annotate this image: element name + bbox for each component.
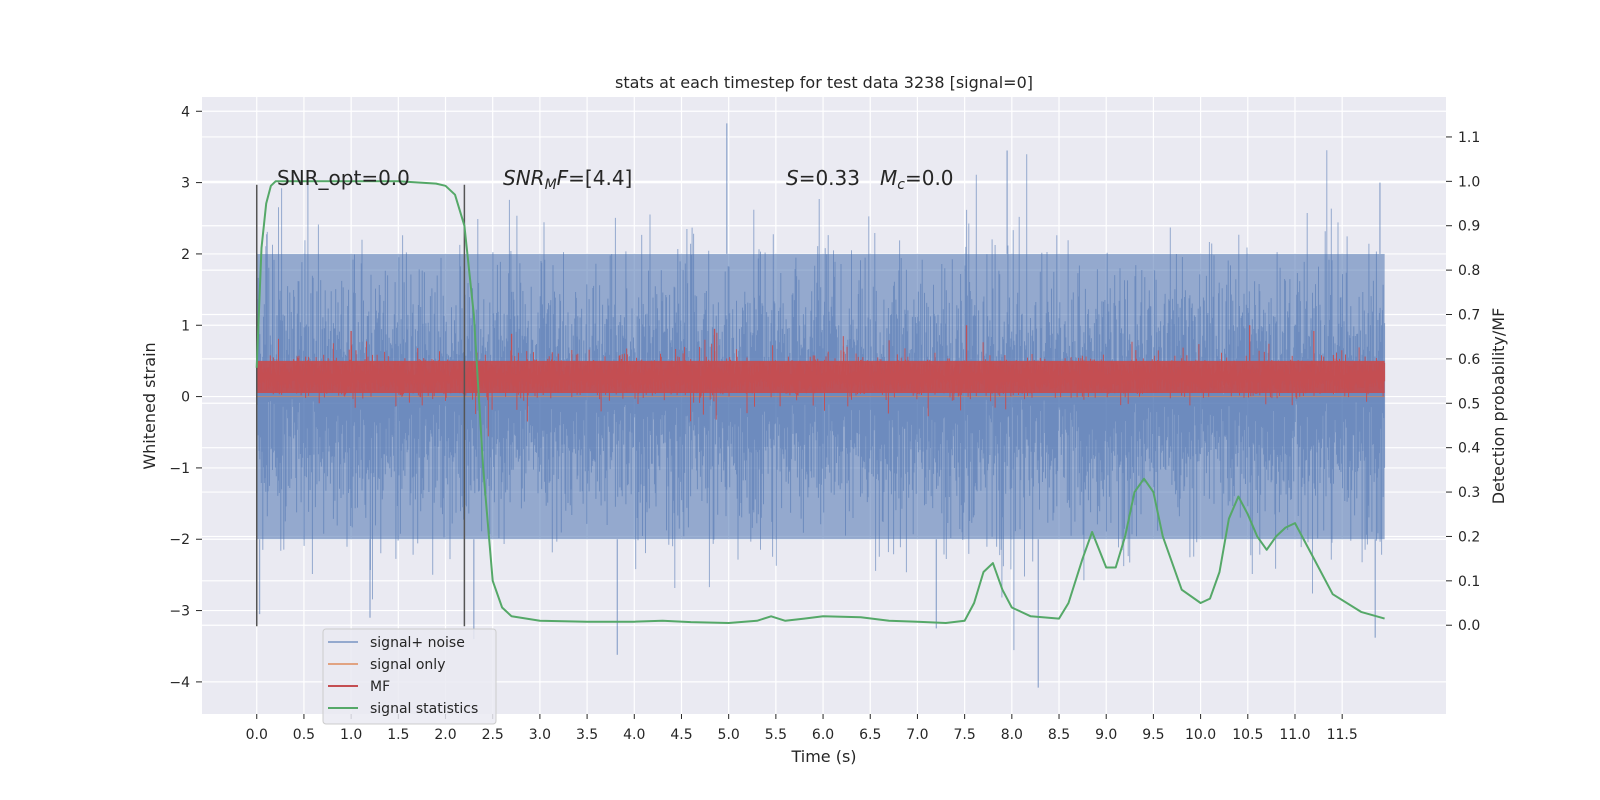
x-tick-label: 2.5 bbox=[482, 727, 504, 743]
vertical-markers bbox=[255, 184, 466, 627]
y2-tick-label: 0.1 bbox=[1458, 574, 1480, 590]
legend-label-mf: MF bbox=[370, 679, 390, 695]
y2-tick-label: 0.2 bbox=[1458, 529, 1480, 545]
legend-box bbox=[322, 628, 497, 725]
y2-tick-label: 0.0 bbox=[1458, 618, 1480, 634]
x-tick-label: 10.0 bbox=[1185, 727, 1216, 743]
stat-s-value: =0.33 bbox=[799, 166, 860, 190]
mf-series bbox=[256, 325, 1386, 437]
stat-mc-annotation: Mc=0.0 bbox=[880, 166, 954, 193]
y2-axis-label: Detection probability/MF bbox=[1489, 308, 1508, 505]
y2-tick-label: 1.0 bbox=[1458, 174, 1480, 190]
y-tick-label: 2 bbox=[181, 247, 190, 263]
y2-tick-label: 1.1 bbox=[1458, 130, 1480, 146]
legend: signal+ noise signal only MF signal stat… bbox=[322, 628, 497, 725]
y2-tick-label: 0.3 bbox=[1458, 485, 1480, 501]
stat-s-annotation: S=0.33 bbox=[786, 166, 860, 190]
x-tick-label: 0.0 bbox=[246, 727, 268, 743]
y-tick-label: −2 bbox=[169, 532, 190, 548]
x-tick-label: 5.0 bbox=[718, 727, 740, 743]
snr-mf-f: F bbox=[557, 166, 569, 190]
x-tick-label: 8.5 bbox=[1048, 727, 1070, 743]
x-tick-label: 10.5 bbox=[1232, 727, 1263, 743]
x-tick-label: 3.0 bbox=[529, 727, 551, 743]
y-tick-label: 0 bbox=[181, 390, 190, 406]
y2-tick-label: 0.6 bbox=[1458, 352, 1480, 368]
x-tick-label: 11.5 bbox=[1327, 727, 1358, 743]
signal-statistics-line bbox=[255, 180, 1385, 624]
signal-statistics-series bbox=[255, 180, 1385, 624]
y2-tick-label: 0.7 bbox=[1458, 308, 1480, 324]
x-tick-label: 6.5 bbox=[859, 727, 881, 743]
legend-label-signal-only: signal only bbox=[370, 657, 445, 673]
snr-mf-sub: M bbox=[545, 177, 557, 193]
y-tick-label: −3 bbox=[169, 604, 190, 620]
y-tick-label: −1 bbox=[169, 461, 190, 477]
y-tick-label: 3 bbox=[181, 176, 190, 192]
x-tick-label: 4.5 bbox=[670, 727, 692, 743]
snr-mf-math: SNR bbox=[503, 166, 545, 190]
x-tick-label: 5.5 bbox=[765, 727, 787, 743]
x-tick-label: 0.5 bbox=[293, 727, 315, 743]
legend-label-signal-noise: signal+ noise bbox=[370, 635, 465, 651]
y2-axis-ticks: 1.1 1.0 0.9 0.8 0.7 0.6 0.5 0.4 0.3 0.2 0.1 0.0 bbox=[1446, 130, 1480, 634]
y2-tick-label: 0.9 bbox=[1458, 219, 1480, 235]
x-tick-label: 7.0 bbox=[906, 727, 928, 743]
x-axis-label: Time (s) bbox=[790, 747, 856, 766]
stat-m-symbol: M bbox=[880, 166, 897, 190]
x-tick-label: 3.5 bbox=[576, 727, 598, 743]
y2-tick-label: 0.4 bbox=[1458, 441, 1480, 457]
y-axis-ticks: 4 3 2 1 0 −1 −2 −3 −4 bbox=[169, 104, 202, 691]
x-tick-label: 9.0 bbox=[1095, 727, 1117, 743]
stat-s-symbol: S bbox=[786, 166, 799, 190]
snr-opt-annotation: SNR_opt=0.0 bbox=[277, 166, 410, 190]
y-axis-label: Whitened strain bbox=[140, 342, 159, 469]
x-tick-label: 1.5 bbox=[387, 727, 409, 743]
x-tick-label: 2.0 bbox=[434, 727, 456, 743]
snr-mf-value: =[4.4] bbox=[568, 166, 632, 190]
x-tick-label: 9.5 bbox=[1142, 727, 1164, 743]
x-axis-ticks: 0.0 0.5 1.0 1.5 2.0 2.5 3.0 3.5 4.0 4.5 5.0 5.5 6.0 6… bbox=[246, 714, 1358, 743]
stat-m-sub: c bbox=[897, 177, 905, 193]
x-tick-label: 1.0 bbox=[340, 727, 362, 743]
x-tick-label: 4.0 bbox=[623, 727, 645, 743]
y-tick-label: 4 bbox=[181, 104, 190, 120]
chart-title: stats at each timestep for test data 323… bbox=[615, 73, 1033, 92]
x-tick-label: 8.0 bbox=[1001, 727, 1023, 743]
y-tick-label: 1 bbox=[181, 318, 190, 334]
legend-label-signal-statistics: signal statistics bbox=[370, 701, 478, 717]
y-tick-label: −4 bbox=[169, 675, 190, 691]
y2-tick-label: 0.8 bbox=[1458, 263, 1480, 279]
x-tick-label: 7.5 bbox=[954, 727, 976, 743]
y2-tick-label: 0.5 bbox=[1458, 396, 1480, 412]
snr-mf-annotation: SNRMF=[4.4] bbox=[503, 166, 632, 193]
x-tick-label: 6.0 bbox=[812, 727, 834, 743]
x-tick-label: 11.0 bbox=[1279, 727, 1310, 743]
stat-m-value: =0.0 bbox=[905, 166, 954, 190]
